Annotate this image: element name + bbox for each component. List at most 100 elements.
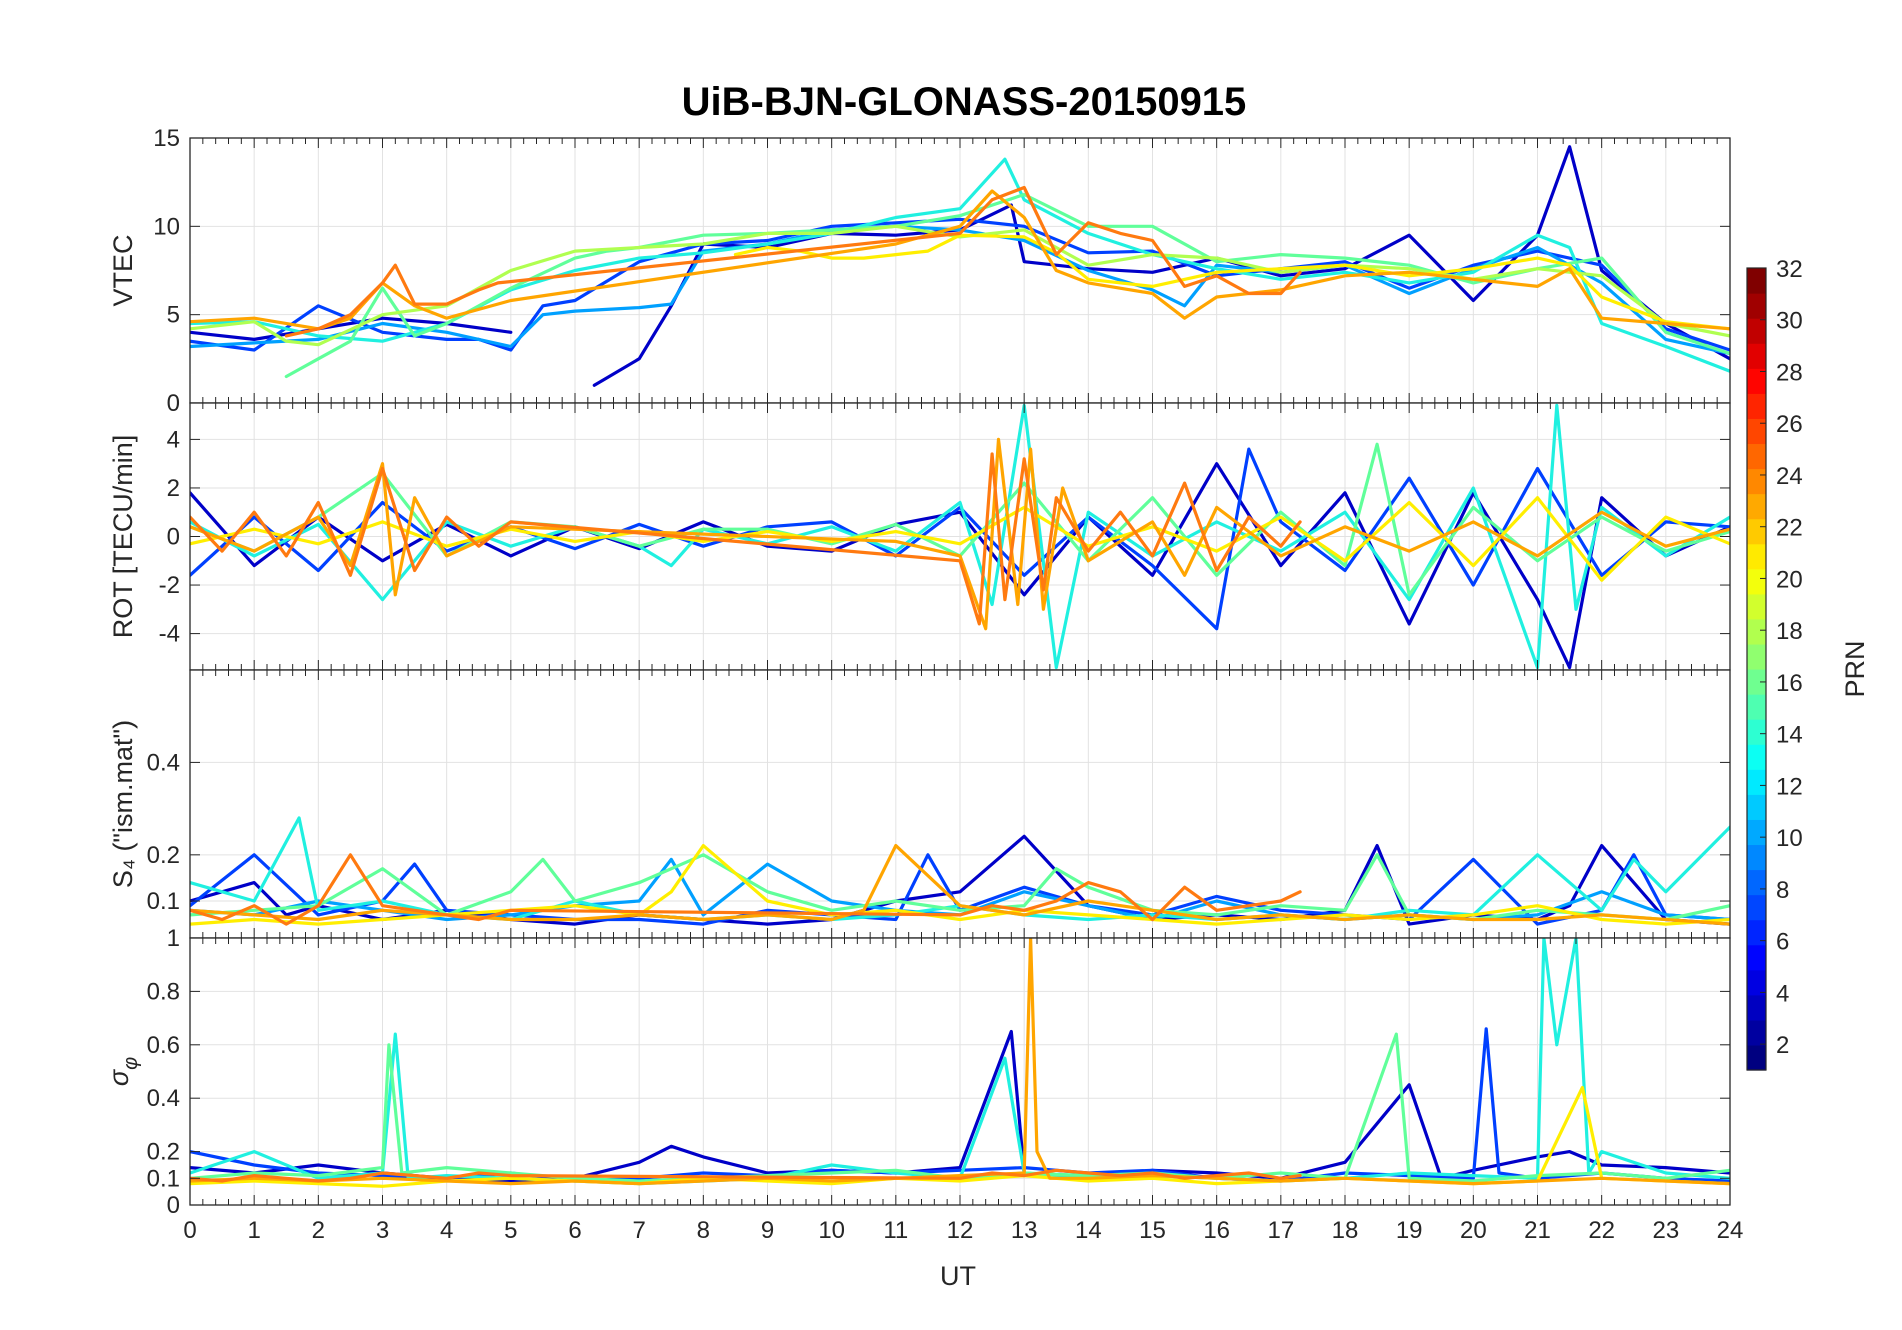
y-tick-label: 0.2 xyxy=(147,842,180,869)
series-line-prn-9 xyxy=(190,224,1730,356)
colorbar-swatch xyxy=(1747,343,1766,369)
y-axis-label-main: σ xyxy=(104,1068,134,1086)
series-group xyxy=(190,145,1730,387)
series-group xyxy=(190,403,1730,670)
y-tick-label: 4 xyxy=(167,426,180,453)
colorbar-swatch xyxy=(1747,318,1766,344)
colorbar-label: PRN xyxy=(1840,640,1870,697)
x-tick-label: 0 xyxy=(183,1217,196,1244)
y-tick-label: 0.6 xyxy=(147,1032,180,1059)
series-line-prn-21 xyxy=(190,496,1730,582)
colorbar-tick-label: 6 xyxy=(1776,929,1789,956)
colorbar-swatch xyxy=(1747,518,1766,545)
y-tick-label: 0.4 xyxy=(147,1085,180,1112)
colorbar-swatch xyxy=(1747,869,1766,896)
colorbar-swatch xyxy=(1747,769,1766,795)
x-tick-label: 5 xyxy=(504,1217,517,1244)
y-axis-label: VTEC xyxy=(108,234,138,306)
colorbar-tick-label: 28 xyxy=(1776,359,1803,386)
y-tick-label: 2 xyxy=(167,475,180,502)
panel-1: -4 -2 0 2 4 ROT [TECU/min] xyxy=(108,402,1731,671)
x-tick-label: 23 xyxy=(1652,1217,1679,1244)
x-tick-label: 21 xyxy=(1524,1217,1551,1244)
colorbar-tick-label: 30 xyxy=(1776,308,1803,335)
colorbar-swatch xyxy=(1747,268,1766,294)
x-tick-label: 6 xyxy=(568,1217,581,1244)
x-tick-label: 24 xyxy=(1717,1217,1744,1244)
x-tick-label: 10 xyxy=(818,1217,845,1244)
x-tick-label: 9 xyxy=(761,1217,774,1244)
x-tick-label: 11 xyxy=(883,1217,908,1244)
y-tick-label: 10 xyxy=(153,213,180,240)
series-line-prn-24 xyxy=(190,1168,1302,1183)
y-tick-label: 0.1 xyxy=(147,888,180,915)
colorbar-tick-label: 26 xyxy=(1776,411,1803,438)
colorbar-tick-label: 18 xyxy=(1776,618,1803,645)
colorbar-tick-label: 4 xyxy=(1776,980,1789,1007)
x-tick-label: 16 xyxy=(1203,1217,1230,1244)
colorbar-swatch xyxy=(1747,669,1766,695)
colorbar-swatch xyxy=(1747,794,1766,820)
colorbar-swatch xyxy=(1747,443,1766,470)
colorbar-swatch xyxy=(1747,919,1766,946)
colorbar-swatch xyxy=(1747,593,1766,620)
y-axis-label-sub: φ xyxy=(120,1057,142,1070)
colorbar-tick-label: 8 xyxy=(1776,877,1789,904)
x-tick-label: 2 xyxy=(312,1217,325,1244)
series-line-prn-23 xyxy=(190,437,1730,631)
colorbar-swatch xyxy=(1747,844,1766,871)
y-tick-label: 0.1 xyxy=(147,1165,180,1192)
y-tick-label: -4 xyxy=(159,621,180,648)
colorbar-swatch xyxy=(1747,543,1766,570)
x-tick-label: 12 xyxy=(947,1217,974,1244)
x-tick-label: 1 xyxy=(247,1217,260,1244)
series-line-prn-23 xyxy=(190,189,1730,331)
y-tick-label: 0.4 xyxy=(147,749,180,776)
colorbar-swatch xyxy=(1747,694,1766,720)
y-tick-label: 5 xyxy=(167,302,180,329)
series-group xyxy=(190,816,1730,926)
colorbar-swatch xyxy=(1747,618,1766,645)
colorbar-swatch xyxy=(1747,894,1766,921)
y-axis-label: ROT [TECU/min] xyxy=(108,435,138,639)
colorbar-tick-label: 20 xyxy=(1776,566,1803,593)
x-tick-label: 14 xyxy=(1075,1217,1102,1244)
y-tick-label: 0.2 xyxy=(147,1139,180,1166)
x-tick-label: 19 xyxy=(1396,1217,1423,1244)
y-tick-label: 15 xyxy=(153,125,180,152)
colorbar-tick-label: 2 xyxy=(1776,1032,1789,1059)
series-line-prn-24 xyxy=(190,452,1302,626)
x-tick-label: 18 xyxy=(1332,1217,1359,1244)
colorbar-swatch xyxy=(1747,744,1766,770)
colorbar-tick-label: 10 xyxy=(1776,825,1803,852)
x-tick-label: 7 xyxy=(632,1217,645,1244)
colorbar-swatch xyxy=(1747,293,1766,319)
colorbar-tick-label: 22 xyxy=(1776,515,1803,542)
colorbar-swatch xyxy=(1747,468,1766,495)
colorbar-swatch xyxy=(1747,719,1766,745)
series-line-prn-6 xyxy=(190,853,1730,926)
x-axis-label: UT xyxy=(940,1261,976,1291)
x-tick-label: 8 xyxy=(697,1217,710,1244)
series-line-prn-24 xyxy=(284,185,1302,338)
y-axis-label: S₄ ("ism.mat") xyxy=(108,720,138,888)
colorbar-frame xyxy=(1746,267,1767,1071)
colorbar-tick-label: 24 xyxy=(1776,463,1803,490)
x-tick-label: 13 xyxy=(1011,1217,1038,1244)
y-axis-label: σφ xyxy=(104,1057,142,1086)
y-tick-label: 1 xyxy=(167,925,180,952)
series-line-prn-2 xyxy=(190,145,1730,387)
series-line-prn-6 xyxy=(190,217,1730,352)
y-tick-label: -2 xyxy=(159,572,180,599)
series-line-prn-21 xyxy=(733,233,1730,331)
x-tick-label: 15 xyxy=(1139,1217,1166,1244)
colorbar-swatch xyxy=(1747,944,1766,971)
y-tick-label: 0 xyxy=(167,524,180,551)
colorbar-swatch xyxy=(1747,493,1766,520)
colorbar-tick-label: 14 xyxy=(1776,722,1803,749)
series-line-prn-24 xyxy=(190,853,1302,926)
colorbar-swatch xyxy=(1747,819,1766,846)
